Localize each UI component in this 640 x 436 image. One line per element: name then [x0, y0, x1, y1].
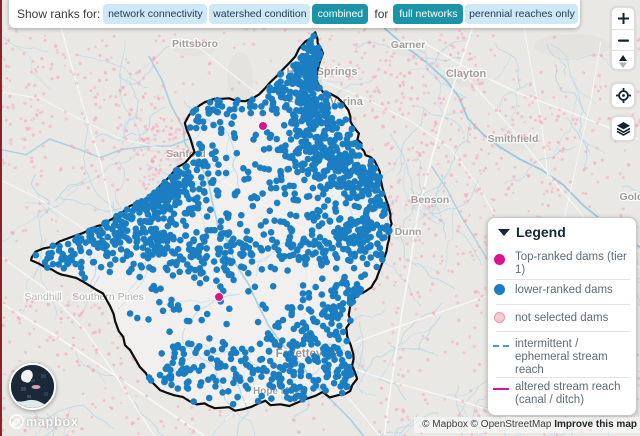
svg-text:Pittsboro: Pittsboro	[172, 38, 218, 50]
svg-text:Sandhill: Sandhill	[24, 291, 61, 303]
svg-text:Dunn: Dunn	[395, 226, 422, 238]
svg-text:Clayton: Clayton	[446, 68, 487, 80]
svg-text:Sanford: Sanford	[166, 148, 206, 160]
svg-text:Southern Pines: Southern Pines	[72, 291, 144, 303]
svg-text:Garner: Garner	[391, 39, 425, 51]
svg-text:Smithfield: Smithfield	[488, 133, 539, 145]
svg-text:Benson: Benson	[411, 194, 450, 206]
svg-text:Goldsboro: Goldsboro	[619, 191, 640, 203]
